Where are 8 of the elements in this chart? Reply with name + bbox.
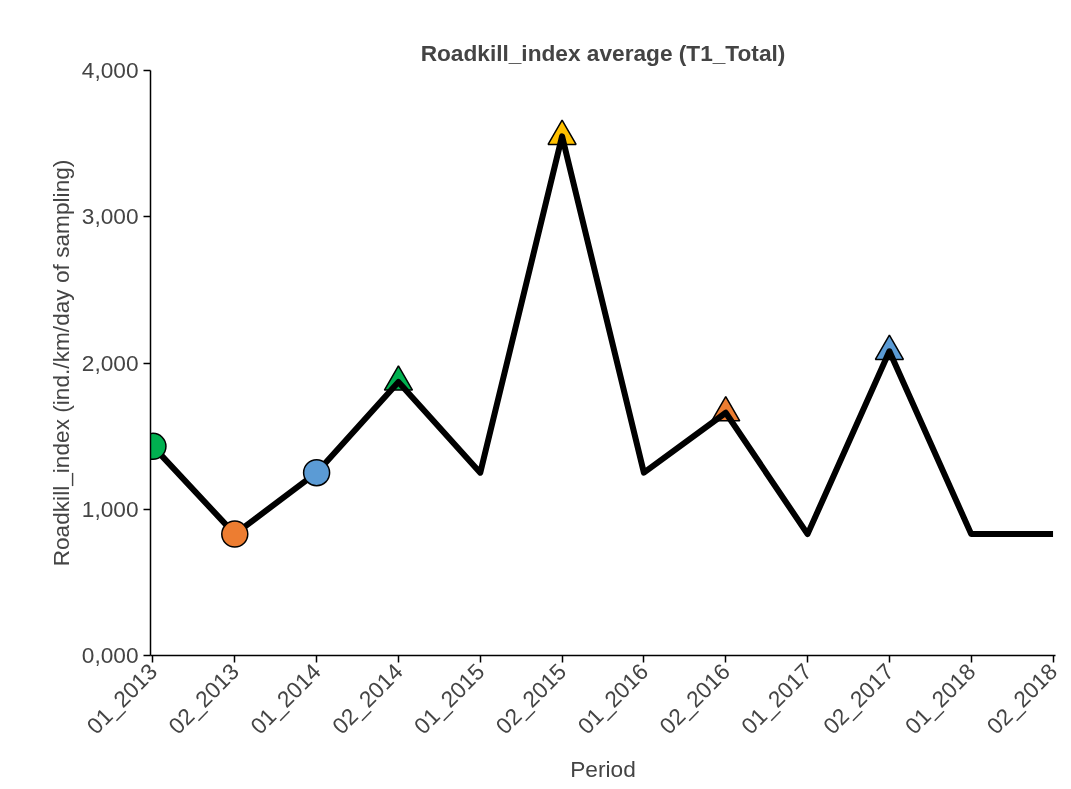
y-tick-label: 1,000	[81, 495, 139, 522]
y-axis-title: Roadkill_index (ind./km/day of sampling)	[47, 159, 74, 567]
x-axis-title: Period	[570, 756, 636, 783]
chart-title: Roadkill_index average (T1_Total)	[420, 39, 786, 66]
y-tick-label: 0,000	[81, 642, 139, 668]
y-tick-label: 2,000	[81, 349, 139, 376]
y-tick-label: 3,000	[81, 203, 139, 230]
y-tick-label: 4,000	[81, 57, 139, 83]
